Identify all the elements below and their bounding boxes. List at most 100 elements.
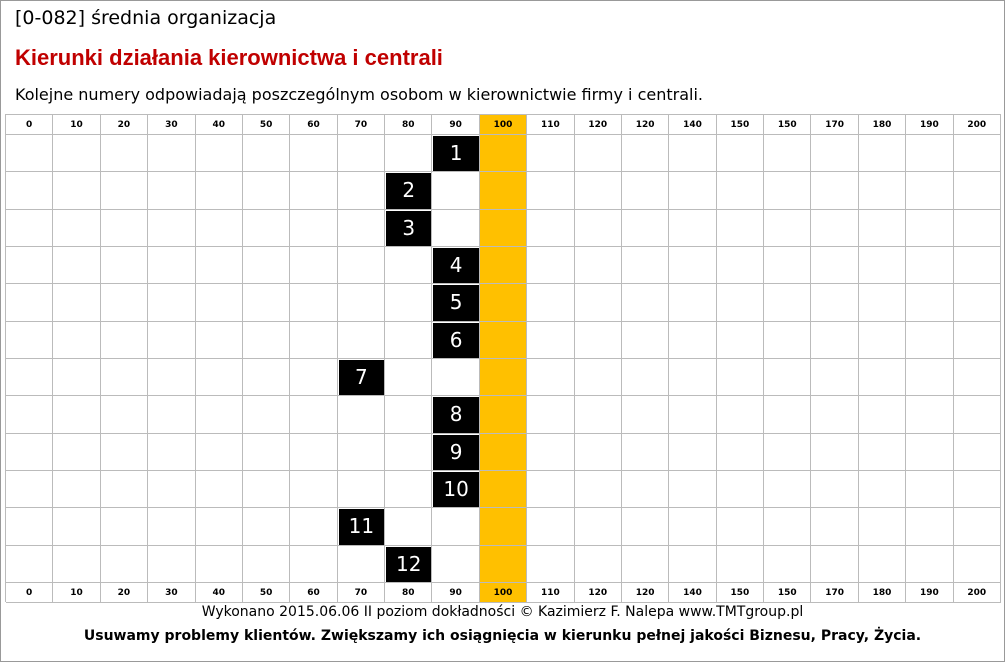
grid-cell xyxy=(953,172,1001,210)
column-label: 20 xyxy=(100,115,149,135)
grid-cell xyxy=(53,172,101,210)
grid-cell xyxy=(669,396,717,434)
person-number: 12 xyxy=(396,551,422,576)
grid-cell xyxy=(621,508,670,546)
grid-cell xyxy=(527,209,575,247)
grid-cell xyxy=(385,433,433,471)
grid-cell xyxy=(432,545,480,583)
grid-cell xyxy=(574,545,622,583)
grid-cell xyxy=(290,508,338,546)
grid-cell xyxy=(53,433,101,471)
grid-cell xyxy=(858,545,907,583)
column-label: 70 xyxy=(337,115,386,135)
grid-cell xyxy=(811,545,859,583)
person-mark: 10 xyxy=(433,472,479,508)
grid-cell xyxy=(148,359,196,397)
column-label: 190 xyxy=(906,115,954,135)
grid-cell xyxy=(716,247,765,285)
grid-cell xyxy=(6,433,54,471)
grid-cell xyxy=(621,172,670,210)
grid-cell xyxy=(764,471,812,509)
grid-cell xyxy=(811,508,859,546)
column-label: 140 xyxy=(669,115,717,135)
grid-cell xyxy=(195,209,243,247)
grid-cell xyxy=(337,209,386,247)
person-number: 11 xyxy=(348,514,375,539)
grid-cell xyxy=(953,359,1001,397)
grid-cell xyxy=(764,359,812,397)
grid-cell xyxy=(858,396,907,434)
grid-cell xyxy=(764,396,812,434)
grid-cell xyxy=(100,172,149,210)
column-label: 10 xyxy=(53,583,101,603)
grid-cell xyxy=(621,135,670,173)
grid-cell xyxy=(195,359,243,397)
column-label: 90 xyxy=(432,583,480,603)
grid-cell xyxy=(479,135,528,173)
grid-cell xyxy=(716,172,765,210)
grid-cell xyxy=(148,247,196,285)
column-label: 30 xyxy=(148,583,196,603)
grid-cell xyxy=(574,396,622,434)
grid-cell xyxy=(764,284,812,322)
grid-cell xyxy=(100,545,149,583)
grid-cell xyxy=(621,545,670,583)
column-label: 180 xyxy=(858,583,907,603)
report-code: [0-082] średnia organizacja xyxy=(15,7,277,29)
grid-cell xyxy=(195,508,243,546)
grid-cell xyxy=(764,247,812,285)
grid-cell xyxy=(621,396,670,434)
column-label: 80 xyxy=(385,583,433,603)
grid-cell xyxy=(764,321,812,359)
grid-cell xyxy=(574,321,622,359)
grid-cell xyxy=(811,172,859,210)
grid-cell xyxy=(621,284,670,322)
grid-cell xyxy=(53,209,101,247)
grid-cell xyxy=(574,508,622,546)
column-label: 200 xyxy=(953,583,1001,603)
grid-cell xyxy=(195,321,243,359)
grid-cell xyxy=(574,433,622,471)
grid-cell xyxy=(906,247,954,285)
footer-info: Wykonano 2015.06.06 II poziom dokładnośc… xyxy=(201,604,804,620)
grid-cell xyxy=(290,396,338,434)
grid-cell xyxy=(432,359,480,397)
person-number: 9 xyxy=(449,439,463,464)
grid-cell xyxy=(858,321,907,359)
column-label: 120 xyxy=(574,583,622,603)
person-number: 3 xyxy=(402,215,416,240)
column-label: 150 xyxy=(764,115,812,135)
column-label: 110 xyxy=(527,583,575,603)
grid-cell xyxy=(242,135,291,173)
column-label: 120 xyxy=(574,115,622,135)
grid-cell xyxy=(290,209,338,247)
grid-cell xyxy=(574,209,622,247)
grid-cell xyxy=(479,284,528,322)
grid-cell xyxy=(385,247,433,285)
grid-cell xyxy=(337,471,386,509)
grid-cell xyxy=(479,359,528,397)
grid-cell xyxy=(858,247,907,285)
grid-cell xyxy=(195,247,243,285)
column-label: 40 xyxy=(195,115,243,135)
grid-cell xyxy=(527,433,575,471)
grid-cell xyxy=(953,284,1001,322)
grid-cell xyxy=(195,284,243,322)
grid-cell xyxy=(953,508,1001,546)
grid-cell xyxy=(242,545,291,583)
grid-cell xyxy=(290,545,338,583)
grid-cell xyxy=(337,284,386,322)
person-mark: 9 xyxy=(433,434,479,470)
grid-cell xyxy=(479,247,528,285)
grid-cell xyxy=(242,247,291,285)
column-label: 40 xyxy=(195,583,243,603)
grid-cell xyxy=(6,284,54,322)
column-label: 60 xyxy=(290,115,338,135)
grid-cell xyxy=(716,508,765,546)
grid-cell xyxy=(337,433,386,471)
grid-cell xyxy=(811,433,859,471)
grid-cell xyxy=(6,545,54,583)
grid-cell xyxy=(337,396,386,434)
grid-cell xyxy=(527,508,575,546)
